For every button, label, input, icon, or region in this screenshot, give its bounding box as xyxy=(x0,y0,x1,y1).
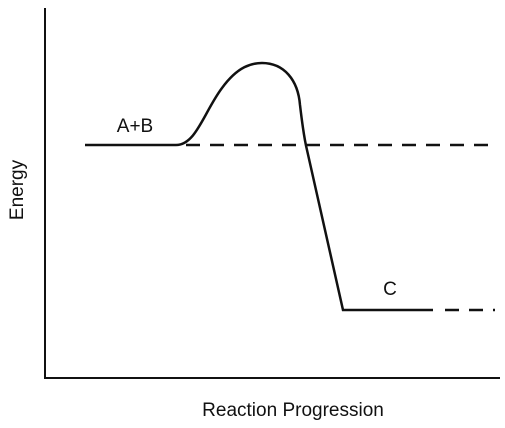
reactant-label: A+B xyxy=(117,116,153,137)
product-label: C xyxy=(383,279,397,300)
x-axis-label: Reaction Progression xyxy=(202,400,384,421)
energy-curve xyxy=(85,61,433,312)
y-axis-label: Energy xyxy=(7,159,28,220)
